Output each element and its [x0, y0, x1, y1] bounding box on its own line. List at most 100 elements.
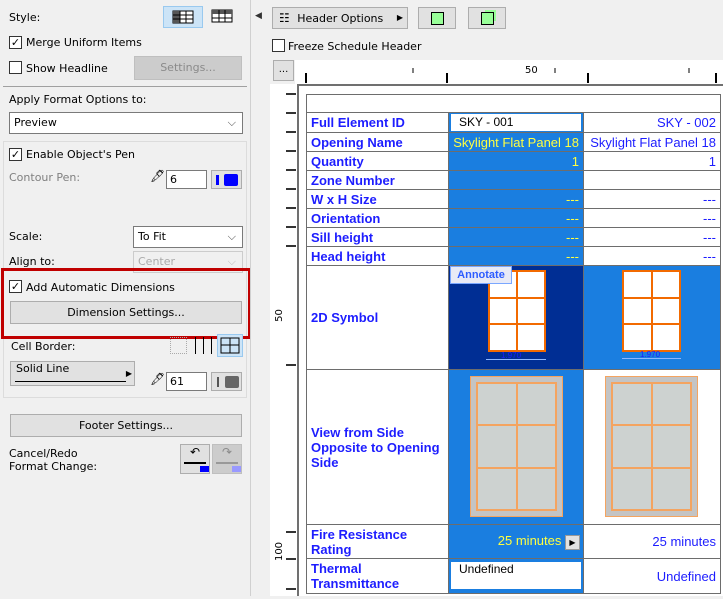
- table-row: Head height --- ---: [306, 246, 721, 266]
- grid-icon: [220, 337, 240, 354]
- scale-select[interactable]: To Fit ⌵: [133, 226, 243, 248]
- table-style-icon: [211, 9, 233, 23]
- table-row: View from Side Opposite to Opening Side: [306, 369, 721, 525]
- auto-dimensions-label: Add Automatic Dimensions: [26, 281, 175, 294]
- ruler-label: 50: [273, 309, 285, 322]
- row-label: View from Side Opposite to Opening Side: [306, 369, 449, 525]
- border-pen-color-button[interactable]: [211, 372, 242, 391]
- symbol-cell-2[interactable]: 1.970: [583, 265, 721, 370]
- cancel-redo-label: Cancel/Redo: [9, 447, 78, 460]
- table-row: Thermal Transmittance Undefined Undefine…: [306, 558, 721, 594]
- view-cell-2[interactable]: [583, 369, 721, 525]
- collapse-arrow-icon[interactable]: ◀: [255, 11, 262, 21]
- format-change-label: Format Change:: [9, 460, 98, 473]
- footer-settings-button[interactable]: Footer Settings...: [10, 414, 242, 437]
- fit-3d-button[interactable]: [468, 7, 506, 29]
- cell-input[interactable]: Undefined: [451, 562, 581, 589]
- table-row: Fire Resistance Rating 25 minutes ▶ 25 m…: [306, 524, 721, 559]
- ruler-label: 50: [525, 65, 538, 76]
- freeze-header-label: Freeze Schedule Header: [288, 40, 422, 53]
- style-grid-header-button[interactable]: [211, 9, 235, 25]
- cell[interactable]: ---: [448, 208, 584, 228]
- cell[interactable]: ---: [448, 189, 584, 209]
- row-label: Quantity: [306, 151, 449, 171]
- cell[interactable]: 1: [583, 151, 721, 171]
- border-all-button[interactable]: [217, 334, 243, 357]
- show-headline-checkbox[interactable]: [9, 61, 22, 74]
- cell[interactable]: [583, 170, 721, 190]
- dimension-line: [622, 358, 681, 359]
- cell[interactable]: 1: [448, 151, 584, 171]
- freeze-header-checkbox[interactable]: [272, 39, 285, 52]
- table-row: 2D Symbol Annotate 1.970 1.970: [306, 265, 721, 370]
- chevron-down-icon: ⌵: [227, 230, 236, 243]
- border-pen-input[interactable]: 61: [166, 372, 207, 391]
- row-label: W x H Size: [306, 189, 449, 209]
- redo-icon: ↷: [221, 445, 233, 459]
- table-row: Full Element ID SKY - 001 SKY - 002: [306, 112, 721, 133]
- contour-pen-label: Contour Pen:: [9, 171, 81, 184]
- undo-icon: ↶: [189, 445, 201, 459]
- cell[interactable]: Skylight Flat Panel 18: [583, 132, 721, 152]
- table-row: Orientation --- ---: [306, 208, 721, 228]
- fire-cell-1[interactable]: 25 minutes ▶: [448, 524, 584, 559]
- row-label: Opening Name: [306, 132, 449, 152]
- enable-pen-checkbox[interactable]: ✓: [9, 148, 22, 161]
- cell[interactable]: ---: [583, 189, 721, 209]
- dimension-settings-button[interactable]: Dimension Settings...: [10, 301, 242, 324]
- style-grid-shaded-button[interactable]: [163, 6, 203, 28]
- schedule-table: Full Element ID SKY - 001 SKY - 002 Openin…: [306, 94, 721, 594]
- cell[interactable]: [448, 170, 584, 190]
- contour-pen-input[interactable]: 6: [166, 170, 207, 189]
- symbol-cell-1[interactable]: Annotate 1.970: [448, 265, 584, 370]
- cell[interactable]: ---: [583, 246, 721, 266]
- apply-format-value: Preview: [14, 116, 57, 129]
- undo-format-button[interactable]: ↶: [180, 444, 210, 474]
- cell-input[interactable]: SKY - 001: [451, 114, 581, 131]
- enable-pen-label: Enable Object's Pen: [26, 148, 136, 161]
- line-type-button[interactable]: Solid Line ▶: [10, 361, 135, 386]
- row-label: Head height: [306, 246, 449, 266]
- table-header-icon: ☷: [279, 11, 290, 25]
- pen-icon: 🖋: [150, 372, 166, 386]
- dropdown-arrow-button[interactable]: ▶: [565, 534, 580, 550]
- cell[interactable]: ---: [583, 227, 721, 247]
- auto-dimensions-checkbox[interactable]: ✓: [9, 280, 22, 293]
- cell[interactable]: Skylight Flat Panel 18: [448, 132, 584, 152]
- scale-value: To Fit: [138, 230, 166, 243]
- show-headline-label: Show Headline: [26, 62, 108, 75]
- row-label: Full Element ID: [306, 112, 449, 133]
- square-icon: [430, 12, 444, 25]
- annotate-button[interactable]: Annotate: [450, 266, 512, 284]
- dimension-label: 1.970: [501, 351, 522, 360]
- fit-2d-button[interactable]: [418, 7, 456, 29]
- vertical-ruler: 50 100: [270, 84, 297, 596]
- row-label: Sill height: [306, 227, 449, 247]
- align-select[interactable]: Center ⌵: [133, 251, 243, 273]
- panel-splitter[interactable]: [250, 0, 251, 596]
- view-cell-1[interactable]: [448, 369, 584, 525]
- border-vertical-button[interactable]: [195, 337, 212, 354]
- row-label: 2D Symbol: [306, 265, 449, 370]
- cell[interactable]: ---: [448, 246, 584, 266]
- redo-format-button[interactable]: ↷: [212, 444, 242, 474]
- schedule-header-row[interactable]: [306, 94, 721, 113]
- chevron-down-icon: ⌵: [227, 116, 236, 129]
- apply-format-select[interactable]: Preview ⌵: [9, 112, 243, 134]
- cell[interactable]: SKY - 002: [583, 112, 721, 133]
- cell[interactable]: ---: [448, 227, 584, 247]
- merge-uniform-checkbox[interactable]: ✓: [9, 36, 22, 49]
- table-row: Quantity 1 1: [306, 151, 721, 171]
- cell[interactable]: Undefined: [583, 558, 721, 594]
- table-style-icon: [172, 10, 194, 24]
- header-options-button[interactable]: ☷ Header Options ▶: [272, 7, 408, 29]
- window-symbol: [622, 270, 681, 352]
- more-button[interactable]: ...: [273, 60, 294, 81]
- border-none-button[interactable]: [170, 337, 187, 354]
- cell[interactable]: ---: [583, 208, 721, 228]
- headline-settings-button[interactable]: Settings...: [134, 56, 242, 80]
- contour-pen-color-button[interactable]: [211, 170, 242, 189]
- cube-icon: [480, 12, 494, 25]
- cell[interactable]: 25 minutes: [583, 524, 721, 559]
- row-label: Fire Resistance Rating: [306, 524, 449, 559]
